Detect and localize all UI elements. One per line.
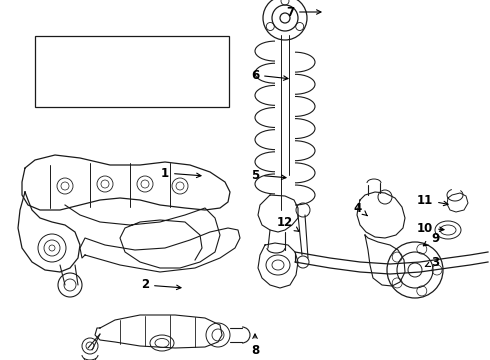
Text: 11: 11	[417, 194, 448, 207]
Text: 8: 8	[251, 334, 259, 356]
Text: 4: 4	[354, 202, 367, 216]
Text: 12: 12	[277, 216, 299, 231]
Text: 6: 6	[251, 68, 288, 81]
Text: 10: 10	[417, 221, 444, 234]
Text: 5: 5	[251, 168, 286, 181]
Text: 1: 1	[161, 166, 201, 180]
Text: 2: 2	[141, 279, 181, 292]
Text: 9: 9	[423, 231, 439, 246]
Text: 3: 3	[425, 256, 439, 269]
Bar	[35, 36, 229, 107]
Text: 7: 7	[286, 5, 321, 18]
